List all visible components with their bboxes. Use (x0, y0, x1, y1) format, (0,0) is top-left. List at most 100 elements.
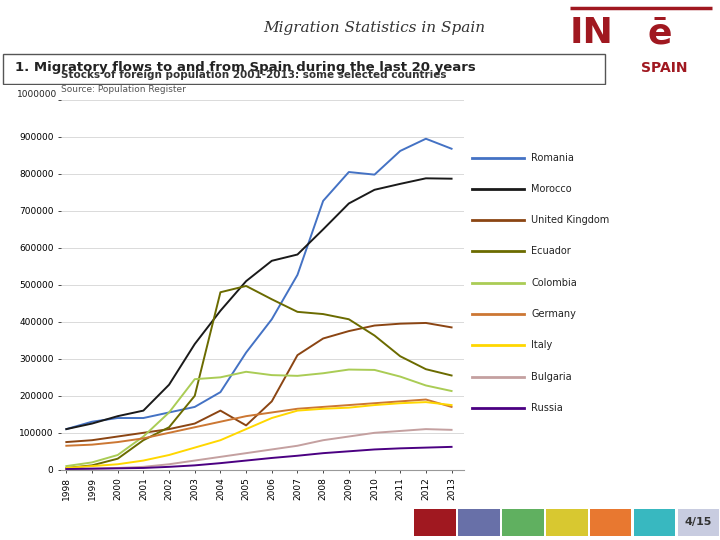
Romania (113, 415, 122, 421)
Line: Colombia: Colombia (66, 369, 451, 466)
Bulgaria (421, 426, 430, 433)
Colombia (165, 409, 174, 416)
Russia (293, 453, 302, 459)
Ecuador (267, 296, 276, 302)
Germany (370, 400, 379, 407)
Ecuador (216, 289, 225, 295)
Text: Colombia: Colombia (531, 278, 577, 288)
Text: SPAIN: SPAIN (641, 61, 688, 75)
Bulgaria (88, 465, 96, 472)
Colombia (190, 376, 199, 382)
Line: Romania: Romania (66, 139, 451, 429)
Colombia (62, 463, 71, 469)
Bulgaria (216, 454, 225, 460)
Morocco (62, 426, 71, 433)
United Kingdom (267, 398, 276, 404)
Russia (113, 465, 122, 471)
Italy (190, 444, 199, 451)
Colombia (113, 452, 122, 458)
Germany (190, 424, 199, 430)
Romania (165, 409, 174, 416)
Ecuador (370, 332, 379, 339)
Ecuador (344, 316, 353, 322)
Text: Ecuador: Ecuador (531, 246, 571, 256)
Text: Bulgaria: Bulgaria (531, 372, 572, 382)
Germany (319, 404, 328, 410)
FancyBboxPatch shape (546, 509, 588, 536)
Romania (370, 171, 379, 178)
Morocco (88, 420, 96, 427)
Colombia (396, 373, 405, 380)
Russia (396, 445, 405, 451)
Morocco (421, 175, 430, 181)
Colombia (447, 388, 456, 394)
Italy (319, 406, 328, 412)
Text: Romania: Romania (531, 153, 574, 163)
Italy (447, 402, 456, 408)
Germany (421, 396, 430, 403)
Text: Italy: Italy (531, 340, 552, 350)
Bulgaria (370, 430, 379, 436)
Colombia (216, 374, 225, 381)
Bulgaria (190, 457, 199, 464)
Bulgaria (344, 433, 353, 440)
Romania (62, 426, 71, 433)
United Kingdom (293, 352, 302, 359)
Russia (344, 448, 353, 455)
Germany (242, 413, 251, 420)
FancyBboxPatch shape (634, 509, 675, 536)
Colombia (139, 433, 148, 440)
Italy (267, 415, 276, 421)
Morocco (139, 407, 148, 414)
Germany (293, 406, 302, 412)
Ecuador (242, 283, 251, 289)
Germany (267, 409, 276, 416)
Romania (190, 404, 199, 410)
Bulgaria (267, 446, 276, 453)
Russia (267, 455, 276, 461)
Bulgaria (242, 450, 251, 456)
Text: 1000000: 1000000 (17, 90, 57, 99)
Line: Bulgaria: Bulgaria (66, 429, 451, 469)
Text: Russia: Russia (531, 403, 563, 413)
Colombia (421, 382, 430, 389)
Colombia (370, 367, 379, 373)
Germany (139, 435, 148, 442)
Morocco (267, 258, 276, 264)
United Kingdom (165, 426, 174, 433)
Morocco (216, 307, 225, 314)
Germany (88, 441, 96, 448)
Italy (344, 404, 353, 411)
Colombia (88, 459, 96, 465)
Italy (216, 437, 225, 443)
United Kingdom (113, 433, 122, 440)
Bulgaria (139, 464, 148, 470)
United Kingdom (344, 328, 353, 334)
Text: Morocco: Morocco (531, 184, 572, 194)
Germany (216, 418, 225, 425)
Germany (447, 404, 456, 410)
Colombia (344, 366, 353, 373)
United Kingdom (319, 335, 328, 342)
Colombia (319, 370, 328, 376)
Line: Germany: Germany (66, 400, 451, 446)
Romania (293, 272, 302, 278)
Russia (370, 446, 379, 453)
Bulgaria (113, 465, 122, 471)
Line: Italy: Italy (66, 402, 451, 468)
FancyBboxPatch shape (3, 54, 606, 84)
Morocco (190, 341, 199, 347)
United Kingdom (242, 422, 251, 429)
Russia (165, 464, 174, 470)
Colombia (242, 368, 251, 375)
Italy (370, 402, 379, 408)
Text: Germany: Germany (531, 309, 576, 319)
Italy (113, 461, 122, 468)
Morocco (396, 180, 405, 187)
United Kingdom (447, 324, 456, 330)
Ecuador (165, 424, 174, 430)
United Kingdom (396, 320, 405, 327)
Bulgaria (165, 461, 174, 468)
United Kingdom (62, 439, 71, 446)
Germany (165, 430, 174, 436)
